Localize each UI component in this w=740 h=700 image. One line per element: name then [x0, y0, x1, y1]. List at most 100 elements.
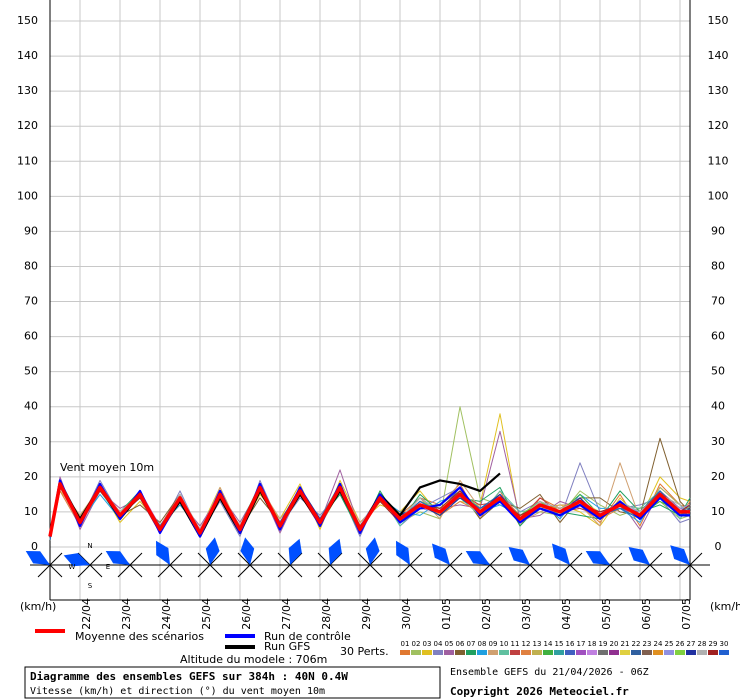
legend-label: Run GFS	[264, 640, 310, 653]
x-tick-label: 30/04	[400, 598, 413, 630]
y-tick-label: 50	[24, 365, 38, 378]
legend-label: 17	[577, 640, 586, 648]
legend-swatch	[521, 650, 531, 655]
legend-label: 29	[709, 640, 718, 648]
legend-swatch	[543, 650, 553, 655]
y-tick-label: 30	[24, 435, 38, 448]
y2-tick-label: 30	[711, 435, 725, 448]
run-info: Ensemble GEFS du 21/04/2026 - 06Z	[450, 667, 649, 678]
wind-direction	[156, 540, 170, 565]
y-tick-label: 140	[17, 49, 38, 62]
legend-swatch	[554, 650, 564, 655]
legend-label: Run de contrôle	[264, 630, 351, 643]
wind-direction	[328, 538, 342, 565]
legend-label: 21	[621, 640, 630, 648]
legend-swatch	[400, 650, 410, 655]
y2-tick-label: 0	[715, 540, 722, 553]
y-tick-label: 10	[24, 505, 38, 518]
compass-label: E	[106, 563, 110, 571]
y2-tick-label: 110	[708, 154, 729, 167]
x-tick-label: 27/04	[280, 598, 293, 630]
legend-label: 19	[599, 640, 608, 648]
legend-label: 28	[698, 640, 707, 648]
y2-tick-label: 140	[708, 49, 729, 62]
legend-swatch	[488, 650, 498, 655]
legend-swatch	[653, 650, 663, 655]
legend-swatch	[609, 650, 619, 655]
y2-tick-label: 40	[711, 400, 725, 413]
legend-swatch	[422, 650, 432, 655]
wind-direction	[288, 538, 302, 565]
legend-swatch	[433, 650, 443, 655]
y-tick-label: 80	[24, 259, 38, 272]
wind-direction	[585, 551, 610, 565]
legend-swatch	[510, 650, 520, 655]
legend-label: 30	[720, 640, 729, 648]
legend-swatch	[719, 650, 729, 655]
wind-direction	[63, 553, 90, 567]
legend-swatch	[576, 650, 586, 655]
legend-label: 27	[687, 640, 696, 648]
legend-label: 07	[467, 640, 476, 648]
wind-direction	[628, 547, 650, 565]
y-tick-label: 130	[17, 84, 38, 97]
perturbations-label: 30 Perts.	[340, 645, 389, 658]
legend-label: 18	[588, 640, 597, 648]
legend-label: 15	[555, 640, 564, 648]
legend-swatch	[411, 650, 421, 655]
y2-tick-label: 80	[711, 259, 725, 272]
x-tick-label: 22/04	[80, 598, 93, 630]
compass-label: S	[88, 582, 93, 590]
compass-label: N	[87, 542, 92, 550]
legend-label: 02	[412, 640, 421, 648]
wind-direction	[432, 543, 450, 565]
y-tick-label: 0	[31, 540, 38, 553]
legend-swatch	[532, 650, 542, 655]
legend-swatch	[675, 650, 685, 655]
x-tick-label: 04/05	[560, 598, 573, 630]
x-tick-label: 07/05	[680, 598, 693, 630]
wind-direction	[508, 547, 530, 565]
legend-label: 22	[632, 640, 641, 648]
legend-label: 12	[522, 640, 531, 648]
legend-swatch	[631, 650, 641, 655]
legend-swatch	[455, 650, 465, 655]
wind-direction	[25, 551, 50, 565]
x-tick-label: 03/05	[520, 598, 533, 630]
legend-label: 03	[423, 640, 432, 648]
y-tick-label: 90	[24, 224, 38, 237]
legend-label: 24	[654, 640, 663, 648]
legend-swatch	[565, 650, 575, 655]
series-line	[48, 482, 690, 537]
legend-label: 09	[489, 640, 498, 648]
x-tick-label: 23/04	[120, 598, 133, 630]
legend-label: 16	[566, 640, 575, 648]
legend-swatch	[620, 650, 630, 655]
y2-tick-label: 150	[708, 14, 729, 27]
legend-swatch	[697, 650, 707, 655]
copyright: Copyright 2026 Meteociel.fr	[450, 685, 629, 698]
x-tick-label: 28/04	[320, 598, 333, 630]
y-tick-label: 20	[24, 470, 38, 483]
chart-title: Diagramme des ensembles GEFS sur 384h : …	[30, 670, 348, 683]
compass-label: W	[69, 563, 76, 571]
x-tick-label: 26/04	[240, 598, 253, 630]
y-tick-label: 150	[17, 14, 38, 27]
x-tick-label: 25/04	[200, 598, 213, 630]
y2-tick-label: 50	[711, 365, 725, 378]
legend-swatch	[499, 650, 509, 655]
legend-swatch	[708, 650, 718, 655]
x-tick-label: 24/04	[160, 598, 173, 630]
y2-tick-label: 120	[708, 119, 729, 132]
y2-tick-label: 20	[711, 470, 725, 483]
legend-label: 23	[643, 640, 652, 648]
legend-label: 11	[511, 640, 520, 648]
annotation: Vent moyen 10m	[60, 461, 154, 474]
legend-swatch	[598, 650, 608, 655]
altitude: Altitude du modele : 706m	[180, 653, 327, 666]
y2-label: (km/h)	[710, 600, 740, 613]
wind-direction	[205, 537, 220, 565]
y-tick-label: 110	[17, 154, 38, 167]
legend-label: 04	[434, 640, 443, 648]
y2-tick-label: 60	[711, 330, 725, 343]
